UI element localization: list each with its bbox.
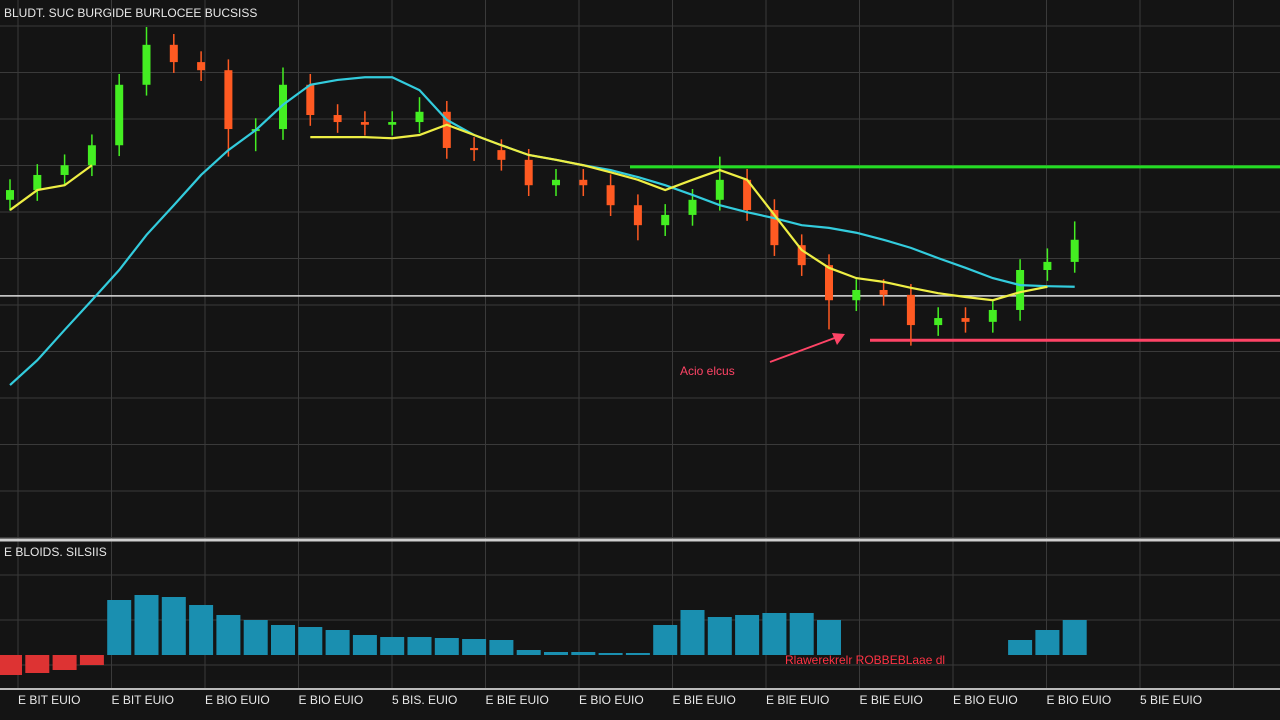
candle-body xyxy=(169,44,178,63)
annotation-arrow xyxy=(769,335,841,363)
histogram-bar xyxy=(735,615,760,655)
candle-body xyxy=(770,210,779,246)
candle-body xyxy=(224,70,233,130)
candle-body xyxy=(442,111,451,148)
histogram-bar xyxy=(52,655,77,670)
candle-body xyxy=(715,179,724,200)
time-label: E BIO EUIO xyxy=(299,693,364,707)
candle-body xyxy=(961,318,970,322)
candle-body xyxy=(470,147,479,151)
histogram-bar xyxy=(134,595,159,655)
candle-body xyxy=(1016,270,1025,310)
candle-body xyxy=(1070,239,1079,262)
histogram-bar xyxy=(271,625,295,655)
candle-body xyxy=(552,179,560,186)
candle-body xyxy=(579,179,588,186)
candle-body xyxy=(306,84,315,116)
candle-body xyxy=(497,150,506,160)
histogram-bar xyxy=(489,640,514,655)
histogram-bar xyxy=(762,613,787,655)
histogram-bar xyxy=(298,627,323,655)
histogram-bar xyxy=(189,605,214,655)
histogram-bar xyxy=(216,615,241,655)
time-label: E BIE EUIO xyxy=(673,693,736,707)
histogram-bar xyxy=(325,630,350,655)
histogram-bar xyxy=(680,610,705,655)
histogram-bar xyxy=(571,652,596,655)
time-label: E BIT EUIO xyxy=(112,693,174,707)
histogram-bar xyxy=(516,650,541,655)
time-label: E BIO EUIO xyxy=(579,693,644,707)
histogram-bar xyxy=(707,617,732,655)
histogram-bar xyxy=(1008,640,1033,655)
histogram-bar xyxy=(1035,630,1060,655)
time-label: E BIE EUIO xyxy=(860,693,923,707)
histogram-bar xyxy=(107,600,132,655)
time-label: E BIO EUIO xyxy=(953,693,1018,707)
candle-body xyxy=(60,165,69,175)
candle-body xyxy=(743,179,752,211)
histogram-bar xyxy=(25,655,50,673)
time-label: E BIO EUIO xyxy=(1047,693,1112,707)
candle-body xyxy=(852,289,861,301)
time-label: E BIO EUIO xyxy=(205,693,270,707)
histogram-bar xyxy=(380,637,405,655)
histogram-bar xyxy=(625,653,650,655)
moving-average xyxy=(9,123,1048,302)
histogram-bar xyxy=(817,620,841,655)
candle-body xyxy=(360,122,369,125)
histogram-bar xyxy=(789,613,814,655)
histogram-bar xyxy=(434,638,459,655)
histogram-bar xyxy=(1062,620,1087,655)
candle-body xyxy=(1043,261,1052,270)
candle-body xyxy=(279,84,287,130)
candle-body xyxy=(988,309,997,322)
histogram-bar xyxy=(243,620,268,655)
candle-body xyxy=(688,199,697,215)
candle-body xyxy=(825,265,833,301)
histogram-bar xyxy=(352,635,377,655)
indicator-title: E BLOIDS. SILSIIS xyxy=(4,545,107,559)
candle-body xyxy=(197,62,206,71)
histogram-bar xyxy=(544,652,568,655)
histogram-bar xyxy=(653,625,678,655)
candle-body xyxy=(142,44,151,85)
candle-body xyxy=(606,185,615,206)
candle-body xyxy=(415,111,424,123)
time-label: 5 BIS. EUIO xyxy=(392,693,457,707)
time-label: E BIT EUIO xyxy=(18,693,80,707)
candle-body xyxy=(115,84,124,146)
histogram-bar xyxy=(598,653,623,655)
histogram-bar xyxy=(462,639,487,655)
indicator-annotation: Rlawerekrelr ROBBEBLaae dl xyxy=(785,653,945,667)
histogram-bar xyxy=(79,655,104,665)
candle-body xyxy=(6,190,14,200)
time-label: E BIE EUIO xyxy=(766,693,829,707)
annotation: Acio elcus xyxy=(680,364,735,378)
candle-body xyxy=(633,205,642,226)
candle-body xyxy=(797,245,806,266)
time-label: E BIE EUIO xyxy=(486,693,549,707)
candle-body xyxy=(388,122,397,125)
candle-body xyxy=(934,318,943,326)
candle-body xyxy=(524,159,533,186)
histogram-bar xyxy=(161,597,186,655)
annotation-arrowhead xyxy=(832,333,845,345)
candle-body xyxy=(661,214,670,226)
histogram-bar xyxy=(407,637,432,655)
candle-body xyxy=(87,145,96,166)
candle-body xyxy=(33,174,42,191)
grid xyxy=(0,0,1280,688)
candle-body xyxy=(906,294,915,326)
chart-title: BLUDT. SUC BURGIDE BURLOCEE BUCSISS xyxy=(4,6,257,20)
histogram-bar xyxy=(0,655,22,675)
candle-body xyxy=(879,289,888,295)
candle-body xyxy=(333,115,342,123)
time-label: 5 BIE EUIO xyxy=(1140,693,1202,707)
